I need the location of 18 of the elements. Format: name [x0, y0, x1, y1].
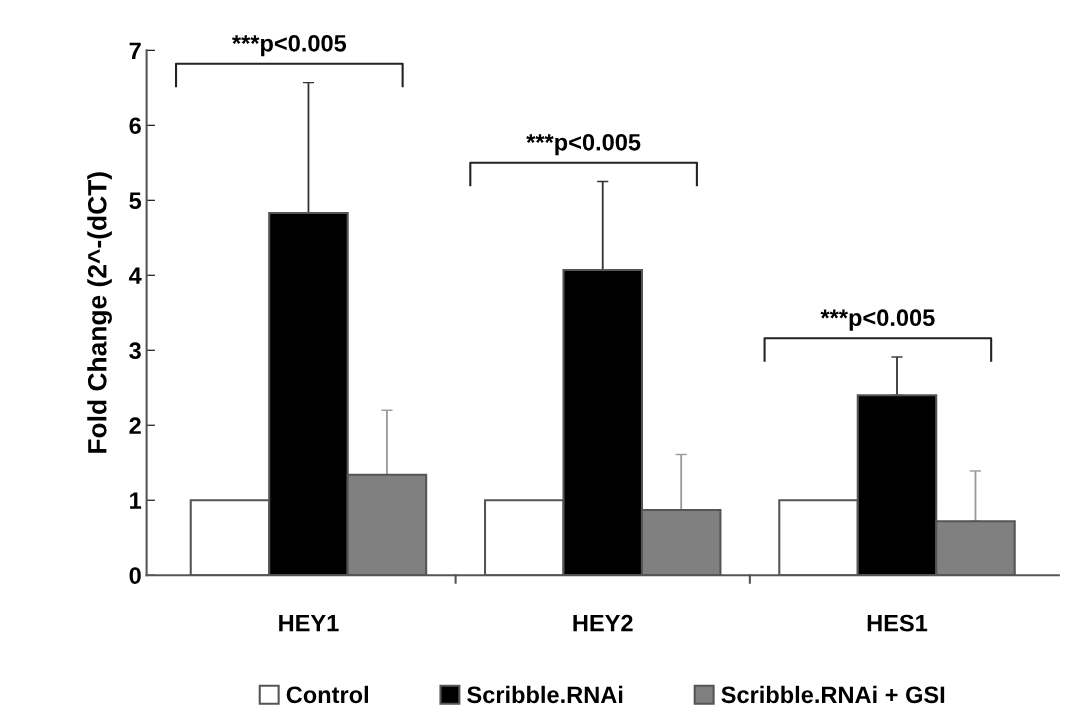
y-tick-label: 0 [129, 567, 141, 584]
y-tick-label: 6 [129, 117, 141, 135]
y-tick-label: 4 [128, 267, 142, 284]
y-tick-label: 5 [129, 192, 142, 210]
y-tick-label: 2 [129, 417, 141, 434]
legend-label: Control [286, 685, 368, 704]
x-tick-label: HEY1 [279, 614, 339, 632]
y-tick-label: 1 [130, 492, 142, 509]
annotation: ***p<0.005 [231, 34, 347, 57]
x-tick-label: HEY2 [573, 614, 633, 632]
annotation: ***p<0.005 [820, 309, 935, 331]
y-axis-title: Fold Change (2^-(dCT) [87, 172, 112, 453]
y-tick-label: 3 [129, 342, 141, 360]
legend-label: Scribble.RNAi [467, 685, 623, 704]
y-tick-label: 7 [129, 42, 141, 59]
legend-label: Scribble.RNAi + GSI [721, 685, 945, 704]
x-tick-label: HES1 [867, 614, 928, 632]
annotation: ***p<0.005 [526, 133, 641, 156]
